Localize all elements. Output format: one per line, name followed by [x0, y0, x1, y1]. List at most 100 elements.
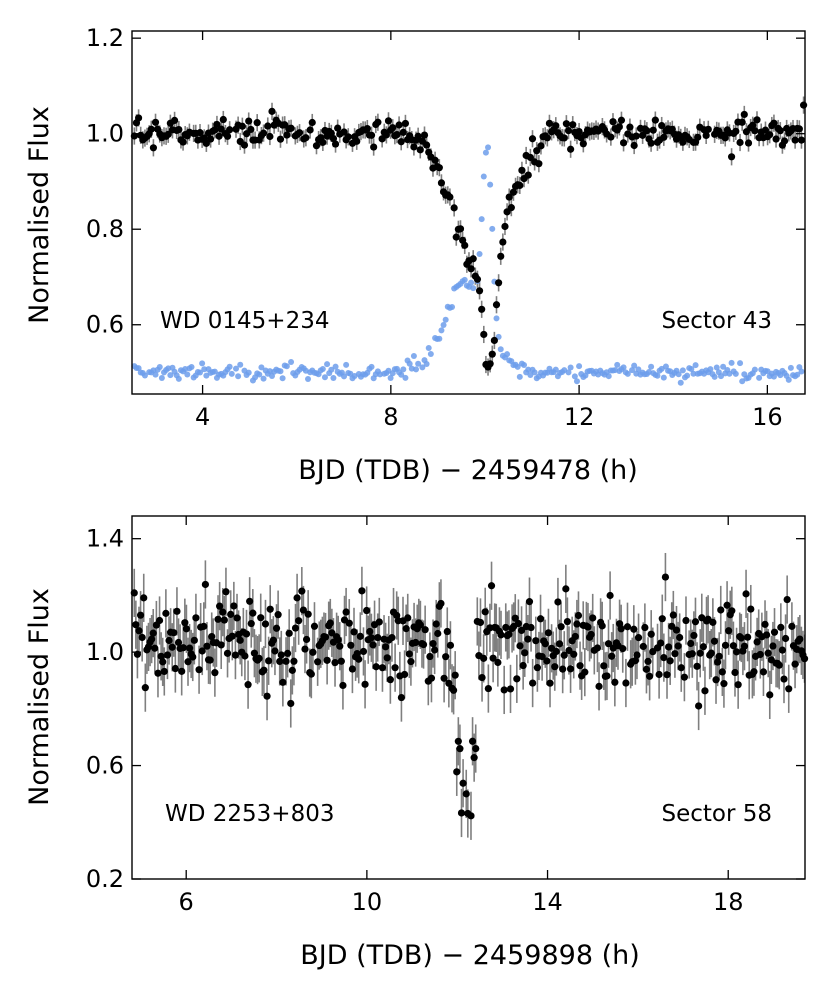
data-point: [334, 124, 342, 132]
data-point: [421, 626, 429, 634]
data-point: [524, 171, 532, 179]
data-point-secondary: [493, 315, 500, 322]
data-point-secondary: [688, 365, 695, 372]
data-point: [552, 647, 560, 656]
data-point: [331, 658, 339, 667]
data-point: [179, 644, 187, 652]
data-point: [764, 649, 772, 657]
data-point: [799, 101, 808, 109]
data-point-secondary: [199, 360, 206, 367]
data-point-secondary: [728, 359, 735, 366]
data-point: [437, 179, 446, 187]
data-point: [552, 122, 560, 130]
data-point: [247, 125, 255, 134]
data-point: [732, 127, 740, 135]
data-point: [165, 636, 173, 645]
data-point: [634, 634, 643, 642]
data-point-secondary: [319, 365, 326, 372]
data-point: [651, 116, 659, 124]
data-point: [669, 611, 677, 619]
data-point: [603, 672, 611, 680]
data-point: [306, 126, 314, 134]
plot-frame-top: [131, 30, 806, 395]
data-point: [687, 639, 695, 648]
data-point: [468, 737, 477, 745]
data-point: [737, 634, 745, 642]
data-point: [647, 139, 655, 147]
data-point-secondary: [531, 369, 538, 376]
data-point: [211, 669, 219, 677]
data-point: [608, 652, 616, 660]
data-point-secondary: [521, 362, 528, 369]
data-point: [494, 658, 502, 667]
data-point: [677, 664, 685, 672]
data-point: [257, 614, 265, 622]
data-point: [245, 117, 253, 125]
data-point: [231, 651, 240, 659]
data-point: [291, 624, 300, 632]
data-point-secondary: [711, 373, 718, 380]
data-point: [211, 126, 219, 134]
data-point: [314, 658, 322, 666]
data-point-secondary: [419, 364, 426, 371]
data-point: [276, 657, 284, 666]
data-point: [266, 132, 274, 141]
data-point: [780, 137, 789, 145]
data-point: [536, 615, 545, 623]
data-point: [201, 580, 209, 589]
data-point: [312, 142, 321, 150]
data-point-secondary: [690, 370, 697, 377]
data-point: [639, 642, 647, 651]
data-point-secondary: [675, 371, 682, 378]
data-point: [544, 629, 553, 637]
data-point: [566, 665, 575, 673]
data-point: [527, 623, 535, 632]
data-point: [710, 637, 719, 645]
data-point: [196, 129, 204, 137]
data-point: [443, 627, 451, 636]
data-point-secondary: [321, 374, 328, 381]
data-point: [660, 654, 668, 662]
data-point: [331, 140, 340, 148]
data-point: [641, 623, 649, 632]
data-point-secondary: [184, 371, 191, 378]
data-point: [513, 675, 521, 683]
data-point: [282, 657, 290, 665]
data-point-secondary: [158, 374, 165, 381]
data-point: [470, 754, 478, 762]
data-point: [486, 360, 494, 368]
data-point: [581, 668, 589, 676]
x-tick-label: 14: [532, 888, 563, 916]
data-point: [179, 138, 187, 146]
data-point: [740, 110, 748, 119]
data-point-secondary: [798, 368, 805, 375]
y-tick-label: 0.6: [86, 311, 124, 339]
data-point-secondary: [679, 367, 686, 374]
data-point: [672, 626, 681, 634]
data-point: [723, 601, 731, 609]
data-point-secondary: [476, 250, 483, 257]
data-point: [529, 679, 537, 687]
x-tick-label: 4: [195, 403, 210, 431]
data-point: [575, 127, 583, 136]
data-point-secondary: [567, 364, 574, 371]
data-point-secondary: [660, 374, 667, 381]
data-point-secondary: [732, 370, 739, 377]
data-point: [382, 131, 390, 139]
data-point: [295, 617, 303, 625]
data-point: [397, 138, 405, 146]
data-point: [274, 611, 282, 619]
data-point: [473, 275, 482, 283]
data-point: [353, 137, 361, 145]
data-point: [595, 682, 603, 690]
data-point: [189, 653, 197, 661]
data-point: [462, 790, 470, 798]
data-point-secondary: [226, 363, 233, 370]
data-point: [649, 126, 657, 134]
data-point-secondary: [400, 366, 407, 373]
data-point: [671, 650, 679, 658]
data-point: [414, 132, 422, 140]
data-point: [727, 153, 736, 161]
data-point: [240, 141, 249, 149]
data-point-secondary: [565, 369, 572, 376]
